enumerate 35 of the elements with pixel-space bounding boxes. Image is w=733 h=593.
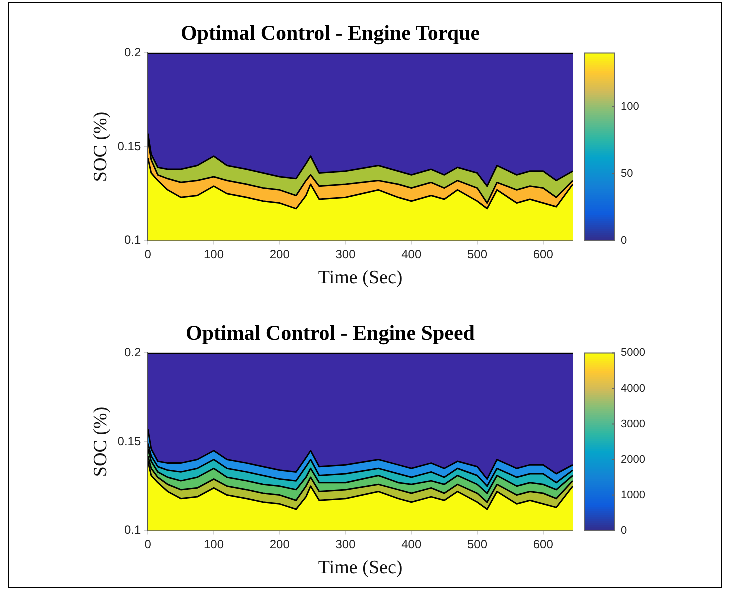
x-tick-label: 200	[270, 247, 290, 262]
color-bar-label: 3000	[621, 418, 646, 430]
x-axis-title: Time (Sec)	[318, 558, 403, 579]
x-tick-label: 0	[144, 247, 152, 262]
y-axis-title: SOC (%)	[90, 406, 112, 478]
color-bar-label: 50	[621, 168, 634, 180]
chart-title: Optimal Control - Engine Speed	[186, 321, 476, 346]
x-tick-label: 300	[336, 247, 356, 262]
y-tick-label: 0.15	[118, 139, 142, 154]
x-tick-label: 400	[402, 247, 422, 262]
x-tick-label: 500	[467, 537, 488, 552]
x-tick-label: 100	[204, 247, 224, 262]
color-bar-label: 0	[621, 234, 628, 247]
x-tick-label: 300	[336, 537, 356, 552]
y-tick-label: 0.2	[124, 346, 142, 360]
y-tick-label: 0.1	[124, 233, 142, 248]
x-tick-label: 100	[204, 537, 224, 552]
color-bar-label: 2000	[621, 454, 646, 466]
color-bar-label: 4000	[621, 382, 646, 395]
chart-title: Optimal Control - Engine Torque	[180, 21, 480, 46]
x-tick-label: 400	[402, 537, 422, 552]
color-bar-label: 1000	[621, 489, 646, 502]
x-tick-label: 200	[270, 537, 290, 552]
color-bar-label: 0	[621, 524, 628, 537]
x-tick-label: 0	[144, 537, 152, 552]
x-tick-label: 600	[533, 537, 554, 552]
x-tick-label: 600	[533, 247, 554, 262]
x-tick-label: 500	[467, 247, 488, 262]
y-tick-label: 0.1	[124, 523, 142, 538]
color-bar-label: 5000	[621, 347, 646, 360]
color-bar-label: 100	[621, 100, 640, 113]
x-axis-title: Time (Sec)	[318, 268, 403, 289]
y-tick-label: 0.2	[124, 46, 142, 60]
y-tick-label: 0.15	[118, 434, 142, 448]
y-axis-title: SOC (%)	[90, 112, 112, 182]
